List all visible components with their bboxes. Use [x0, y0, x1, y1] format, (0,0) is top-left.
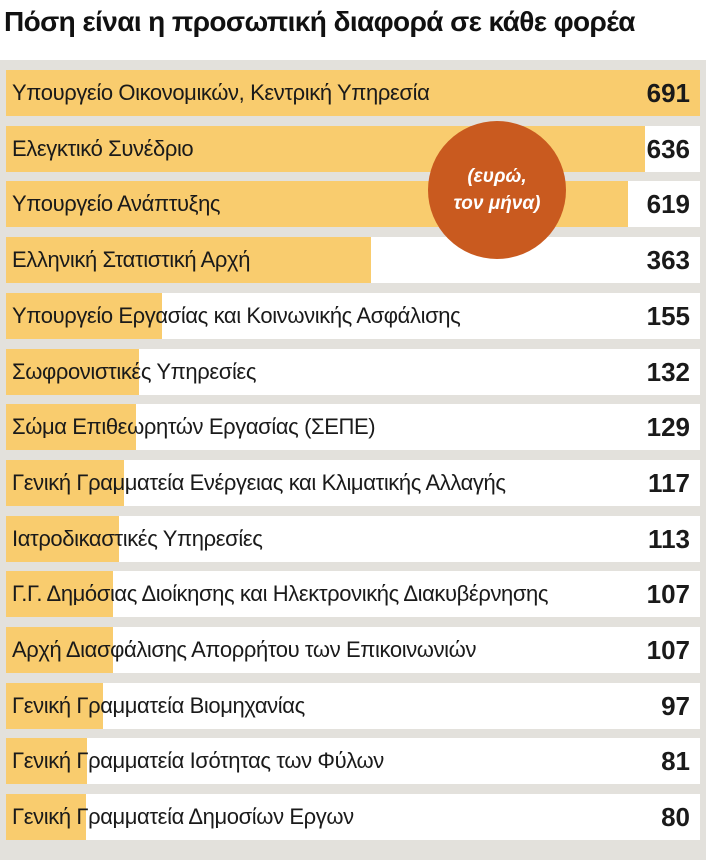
bar-row: Ελληνική Στατιστική Αρχή 363 — [6, 237, 700, 283]
bar-row: Υπουργείο Ανάπτυξης 619 — [6, 181, 700, 227]
category-label: Γ.Γ. Δημόσιας Διοίκησης και Ηλεκτρονικής… — [12, 581, 549, 606]
bar — [6, 70, 700, 116]
bar-row: Γενική Γραμματεία Δημοσίων Εργων 80 — [6, 794, 700, 840]
unit-badge-line-2: τον μήνα) — [453, 193, 541, 214]
category-label: Γενική Γραμματεία Ενέργειας και Κλιματικ… — [12, 470, 506, 495]
value-label: 107 — [646, 579, 690, 609]
unit-badge-line-1: (ευρώ, — [467, 166, 527, 187]
value-label: 117 — [648, 468, 690, 498]
bar — [6, 627, 114, 673]
value-label: 107 — [646, 635, 690, 665]
value-label: 132 — [646, 357, 690, 387]
bar-row: Υπουργείο Οικονομικών, Κεντρική Υπηρεσία… — [6, 70, 700, 116]
chart-panel: Υπουργείο Οικονομικών, Κεντρική Υπηρεσία… — [0, 60, 706, 860]
bar-row: Αρχή Διασφάλισης Απορρήτου των Επικοινων… — [6, 627, 700, 673]
bar — [6, 349, 139, 395]
value-label: 636 — [646, 134, 690, 164]
bar — [6, 404, 136, 450]
chart-title: Πόση είναι η προσωπική διαφορά σε κάθε φ… — [4, 6, 636, 37]
bar — [6, 293, 162, 339]
value-label: 80 — [661, 802, 690, 832]
category-label: Υπουργείο Οικονομικών, Κεντρική Υπηρεσία — [12, 80, 430, 105]
value-label: 155 — [646, 301, 690, 331]
bar — [6, 516, 120, 562]
unit-badge: (ευρώ, τον μήνα) — [428, 121, 566, 259]
category-label: Γενική Γραμματεία Ισότητας των Φύλων — [12, 748, 384, 773]
bar — [6, 683, 104, 729]
bar — [6, 460, 124, 506]
category-label: Υπουργείο Εργασίας και Κοινωνικής Ασφάλι… — [12, 303, 461, 328]
value-label: 363 — [646, 245, 690, 275]
bar-row: Γενική Γραμματεία Βιομηχανίας 97 — [6, 683, 700, 729]
category-label: Ιατροδικαστικές Υπηρεσίες — [12, 526, 263, 551]
category-label: Σωφρονιστικές Υπηρεσίες — [12, 359, 257, 384]
category-label: Γενική Γραμματεία Δημοσίων Εργων — [12, 804, 354, 829]
value-label: 113 — [648, 524, 690, 554]
bar — [6, 738, 88, 784]
value-label: 81 — [661, 746, 690, 776]
bar — [6, 237, 371, 283]
bar-row: Γενική Γραμματεία Ισότητας των Φύλων 81 — [6, 738, 700, 784]
bar-row: Γ.Γ. Δημόσιας Διοίκησης και Ηλεκτρονικής… — [6, 571, 700, 617]
value-label: 97 — [661, 691, 690, 721]
category-label: Υπουργείο Ανάπτυξης — [12, 191, 221, 216]
bar-row: Σώμα Επιθεωρητών Εργασίας (ΣΕΠΕ) 129 — [6, 404, 700, 450]
bar — [6, 794, 87, 840]
bar-row: Σωφρονιστικές Υπηρεσίες 132 — [6, 349, 700, 395]
category-label: Αρχή Διασφάλισης Απορρήτου των Επικοινων… — [12, 637, 477, 662]
bar-row: Ελεγκτικό Συνέδριο 636 — [6, 126, 700, 172]
category-label: Ελεγκτικό Συνέδριο — [12, 136, 194, 161]
value-label: 691 — [646, 78, 690, 108]
bar-row: Υπουργείο Εργασίας και Κοινωνικής Ασφάλι… — [6, 293, 700, 339]
bar — [6, 571, 114, 617]
category-label: Γενική Γραμματεία Βιομηχανίας — [12, 693, 305, 718]
value-label: 619 — [646, 189, 690, 219]
bar-row: Γενική Γραμματεία Ενέργειας και Κλιματικ… — [6, 460, 700, 506]
category-label: Ελληνική Στατιστική Αρχή — [12, 247, 251, 272]
bar-row: Ιατροδικαστικές Υπηρεσίες 113 — [6, 516, 700, 562]
value-label: 129 — [646, 412, 690, 442]
category-label: Σώμα Επιθεωρητών Εργασίας (ΣΕΠΕ) — [12, 414, 376, 439]
